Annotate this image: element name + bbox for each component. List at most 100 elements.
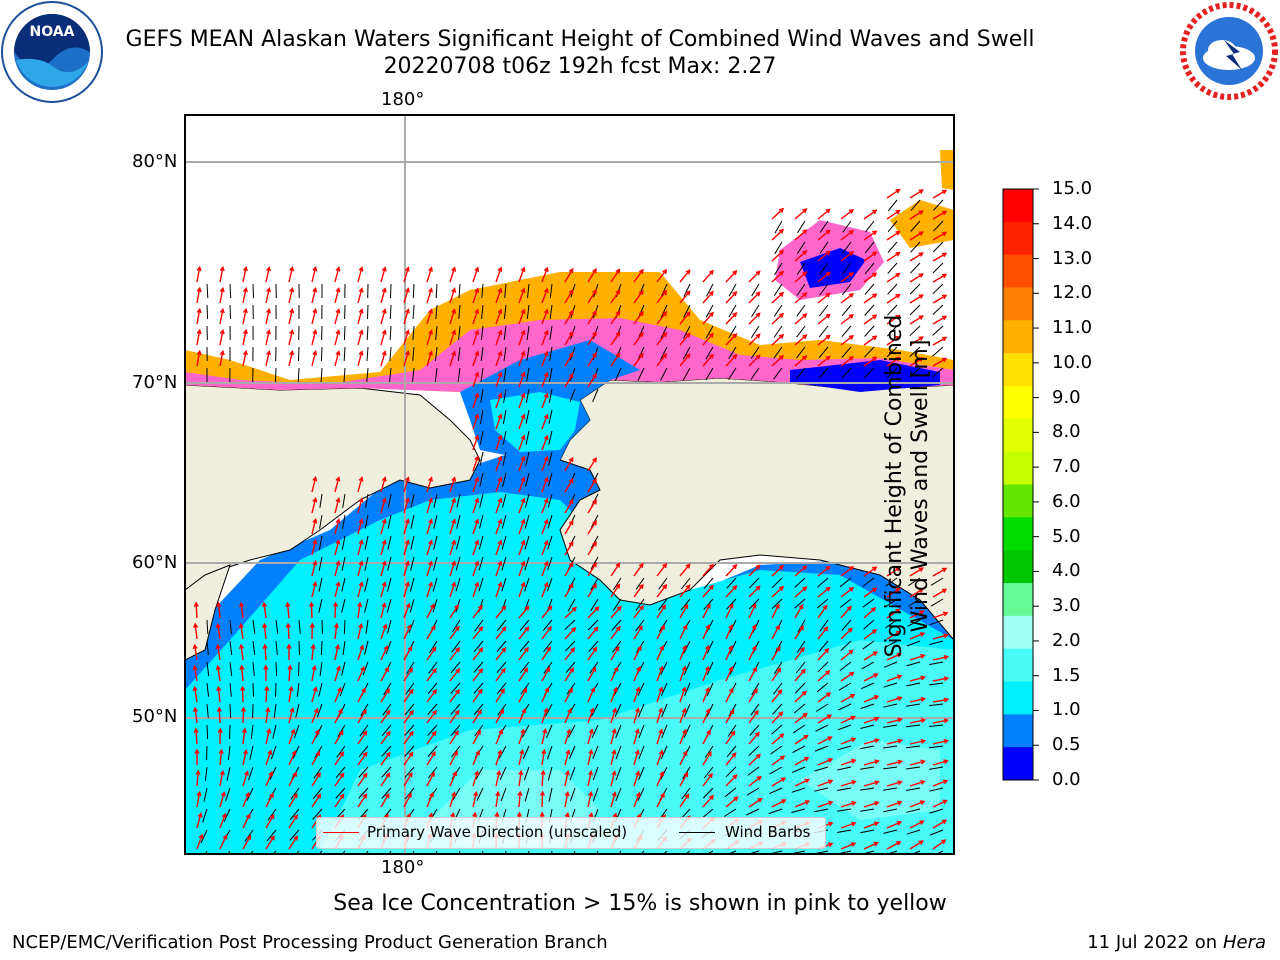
- wave-arrow: [932, 231, 947, 241]
- wind-barb: [587, 619, 599, 631]
- wind-barb: [404, 724, 415, 736]
- wave-arrow-head: [708, 353, 714, 359]
- wind-barb: [200, 829, 208, 844]
- wave-arrow-head: [243, 748, 248, 755]
- wind-barb: [335, 766, 346, 779]
- wave-arrow: [472, 647, 483, 661]
- wave-arrow: [748, 798, 762, 808]
- wind-barb: [661, 724, 668, 739]
- wave-arrow: [334, 288, 340, 304]
- wave-arrow-head: [778, 207, 785, 213]
- wave-arrow: [817, 250, 831, 262]
- wind-barb: [525, 430, 530, 445]
- wave-arrow-head: [287, 664, 293, 670]
- wind-barb: [501, 535, 507, 550]
- wave-arrow-head: [941, 315, 948, 321]
- sea-ice-caption: Sea Ice Concentration > 15% is shown in …: [333, 891, 947, 916]
- wave-arrow-head: [335, 350, 341, 356]
- wave-arrow-head: [613, 666, 619, 672]
- wind-barb: [267, 808, 277, 821]
- wave-arrow-head: [520, 476, 526, 483]
- wave-arrow: [472, 498, 479, 514]
- wave-arrow: [357, 731, 367, 745]
- wave-arrow-head: [705, 707, 711, 714]
- wave-arrow-head: [568, 267, 574, 274]
- wave-arrow: [840, 272, 854, 283]
- wave-arrow-head: [520, 518, 526, 525]
- wave-arrow: [725, 625, 733, 640]
- wave-arrow: [656, 666, 663, 682]
- wave-arrow: [495, 372, 502, 388]
- wave-arrow: [610, 687, 618, 703]
- wind-barb: [298, 619, 301, 634]
- wind-barb: [701, 808, 714, 819]
- wave-arrow: [932, 273, 947, 283]
- wave-arrow-head: [497, 455, 503, 461]
- wave-arrow-head: [638, 289, 644, 295]
- wave-arrow-head: [781, 799, 787, 804]
- wave-arrow-head: [708, 290, 714, 296]
- wind-barb: [206, 724, 209, 740]
- wave-arrow: [817, 229, 831, 241]
- wind-barb: [499, 766, 507, 780]
- wave-arrow: [495, 435, 502, 451]
- wind-barb: [683, 640, 691, 654]
- wave-arrow-head: [778, 564, 785, 570]
- wind-barb: [748, 598, 760, 610]
- wave-arrow: [518, 582, 525, 598]
- wind-barb: [474, 724, 484, 737]
- wave-arrow: [288, 836, 298, 850]
- wind-barb: [614, 367, 622, 382]
- wind-barb: [365, 850, 369, 854]
- wind-barb: [614, 703, 622, 717]
- wave-arrow-head: [430, 624, 436, 631]
- wave-arrow: [909, 189, 924, 199]
- wave-arrow: [656, 729, 663, 745]
- wind-barb: [473, 703, 484, 716]
- wind-barb: [382, 703, 392, 716]
- wave-arrow: [817, 208, 831, 220]
- wave-arrow: [403, 582, 409, 598]
- wind-barb: [451, 745, 461, 758]
- wave-arrow: [311, 309, 317, 325]
- wave-arrow-head: [543, 497, 549, 504]
- wave-arrow: [495, 668, 506, 682]
- wave-arrow-head: [338, 708, 343, 714]
- wave-arrow: [334, 794, 345, 808]
- wave-arrow-head: [428, 560, 433, 566]
- wave-arrow: [311, 519, 317, 535]
- wave-arrow-head: [682, 624, 688, 630]
- wind-barb: [295, 703, 300, 718]
- wind-barb: [885, 577, 898, 587]
- wave-arrow-head: [918, 567, 924, 572]
- wave-arrow-head: [381, 476, 387, 482]
- wave-arrow: [495, 309, 502, 325]
- colorbar-segment: [1003, 386, 1033, 420]
- wave-arrow-head: [360, 665, 365, 672]
- wave-arrow-head: [848, 649, 854, 655]
- wave-arrow-head: [943, 676, 950, 682]
- wave-arrow-head: [896, 652, 903, 658]
- wave-arrow: [311, 561, 317, 577]
- wave-arrow-head: [589, 707, 595, 713]
- wave-arrow: [679, 332, 691, 346]
- wind-barb: [502, 430, 507, 445]
- wind-barb: [837, 766, 852, 771]
- wave-arrow: [242, 288, 247, 304]
- wind-barb: [682, 367, 691, 381]
- wind-barb: [861, 661, 875, 670]
- wave-arrow: [242, 750, 247, 766]
- wave-arrow-head: [848, 272, 855, 277]
- wave-arrow-head: [920, 675, 926, 681]
- wave-arrow: [288, 708, 294, 724]
- wave-arrow: [725, 354, 737, 367]
- wind-barb: [793, 724, 806, 734]
- wave-arrow-head: [590, 686, 596, 693]
- wave-arrow: [380, 561, 386, 577]
- wind-barb: [227, 850, 231, 854]
- wave-arrow-head: [312, 517, 318, 524]
- wave-arrow: [472, 730, 481, 745]
- wave-arrow: [840, 801, 856, 808]
- wave-arrow: [656, 646, 664, 661]
- wind-barb: [548, 388, 553, 403]
